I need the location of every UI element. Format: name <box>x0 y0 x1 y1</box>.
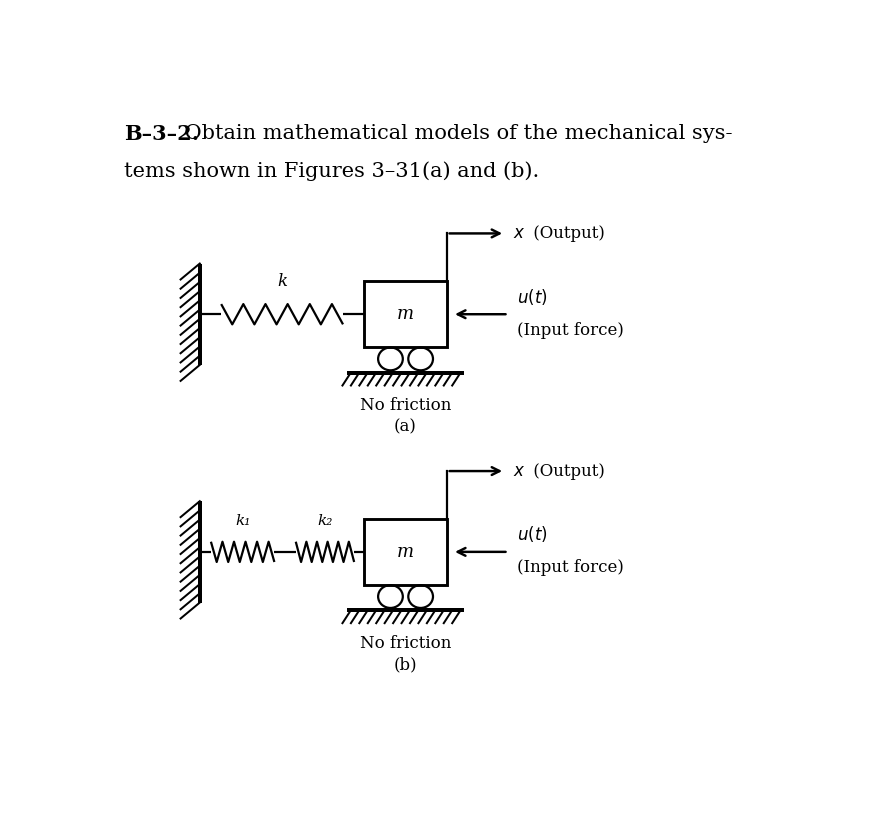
Text: m: m <box>397 543 414 560</box>
Text: $u(t)$: $u(t)$ <box>517 286 547 307</box>
Text: No friction: No friction <box>360 635 451 652</box>
Text: Obtain mathematical models of the mechanical sys-: Obtain mathematical models of the mechan… <box>178 124 733 143</box>
Text: k₁: k₁ <box>235 514 250 528</box>
Text: (a): (a) <box>394 418 417 435</box>
Text: k: k <box>277 273 287 291</box>
Text: m: m <box>397 305 414 323</box>
Text: (Input force): (Input force) <box>517 560 624 576</box>
Text: $x$: $x$ <box>513 463 526 480</box>
Text: No friction: No friction <box>360 397 451 414</box>
Text: (b): (b) <box>394 656 418 673</box>
Bar <box>365 518 447 585</box>
Text: $u(t)$: $u(t)$ <box>517 524 547 544</box>
Text: (Output): (Output) <box>527 463 604 480</box>
Text: k₂: k₂ <box>318 514 333 528</box>
Bar <box>365 281 447 347</box>
Text: $x$: $x$ <box>513 225 526 242</box>
Text: (Output): (Output) <box>527 225 604 242</box>
Text: (Input force): (Input force) <box>517 322 624 339</box>
Text: B–3–2.: B–3–2. <box>124 124 199 144</box>
Text: tems shown in Figures 3–31(a) and (b).: tems shown in Figures 3–31(a) and (b). <box>124 160 540 180</box>
